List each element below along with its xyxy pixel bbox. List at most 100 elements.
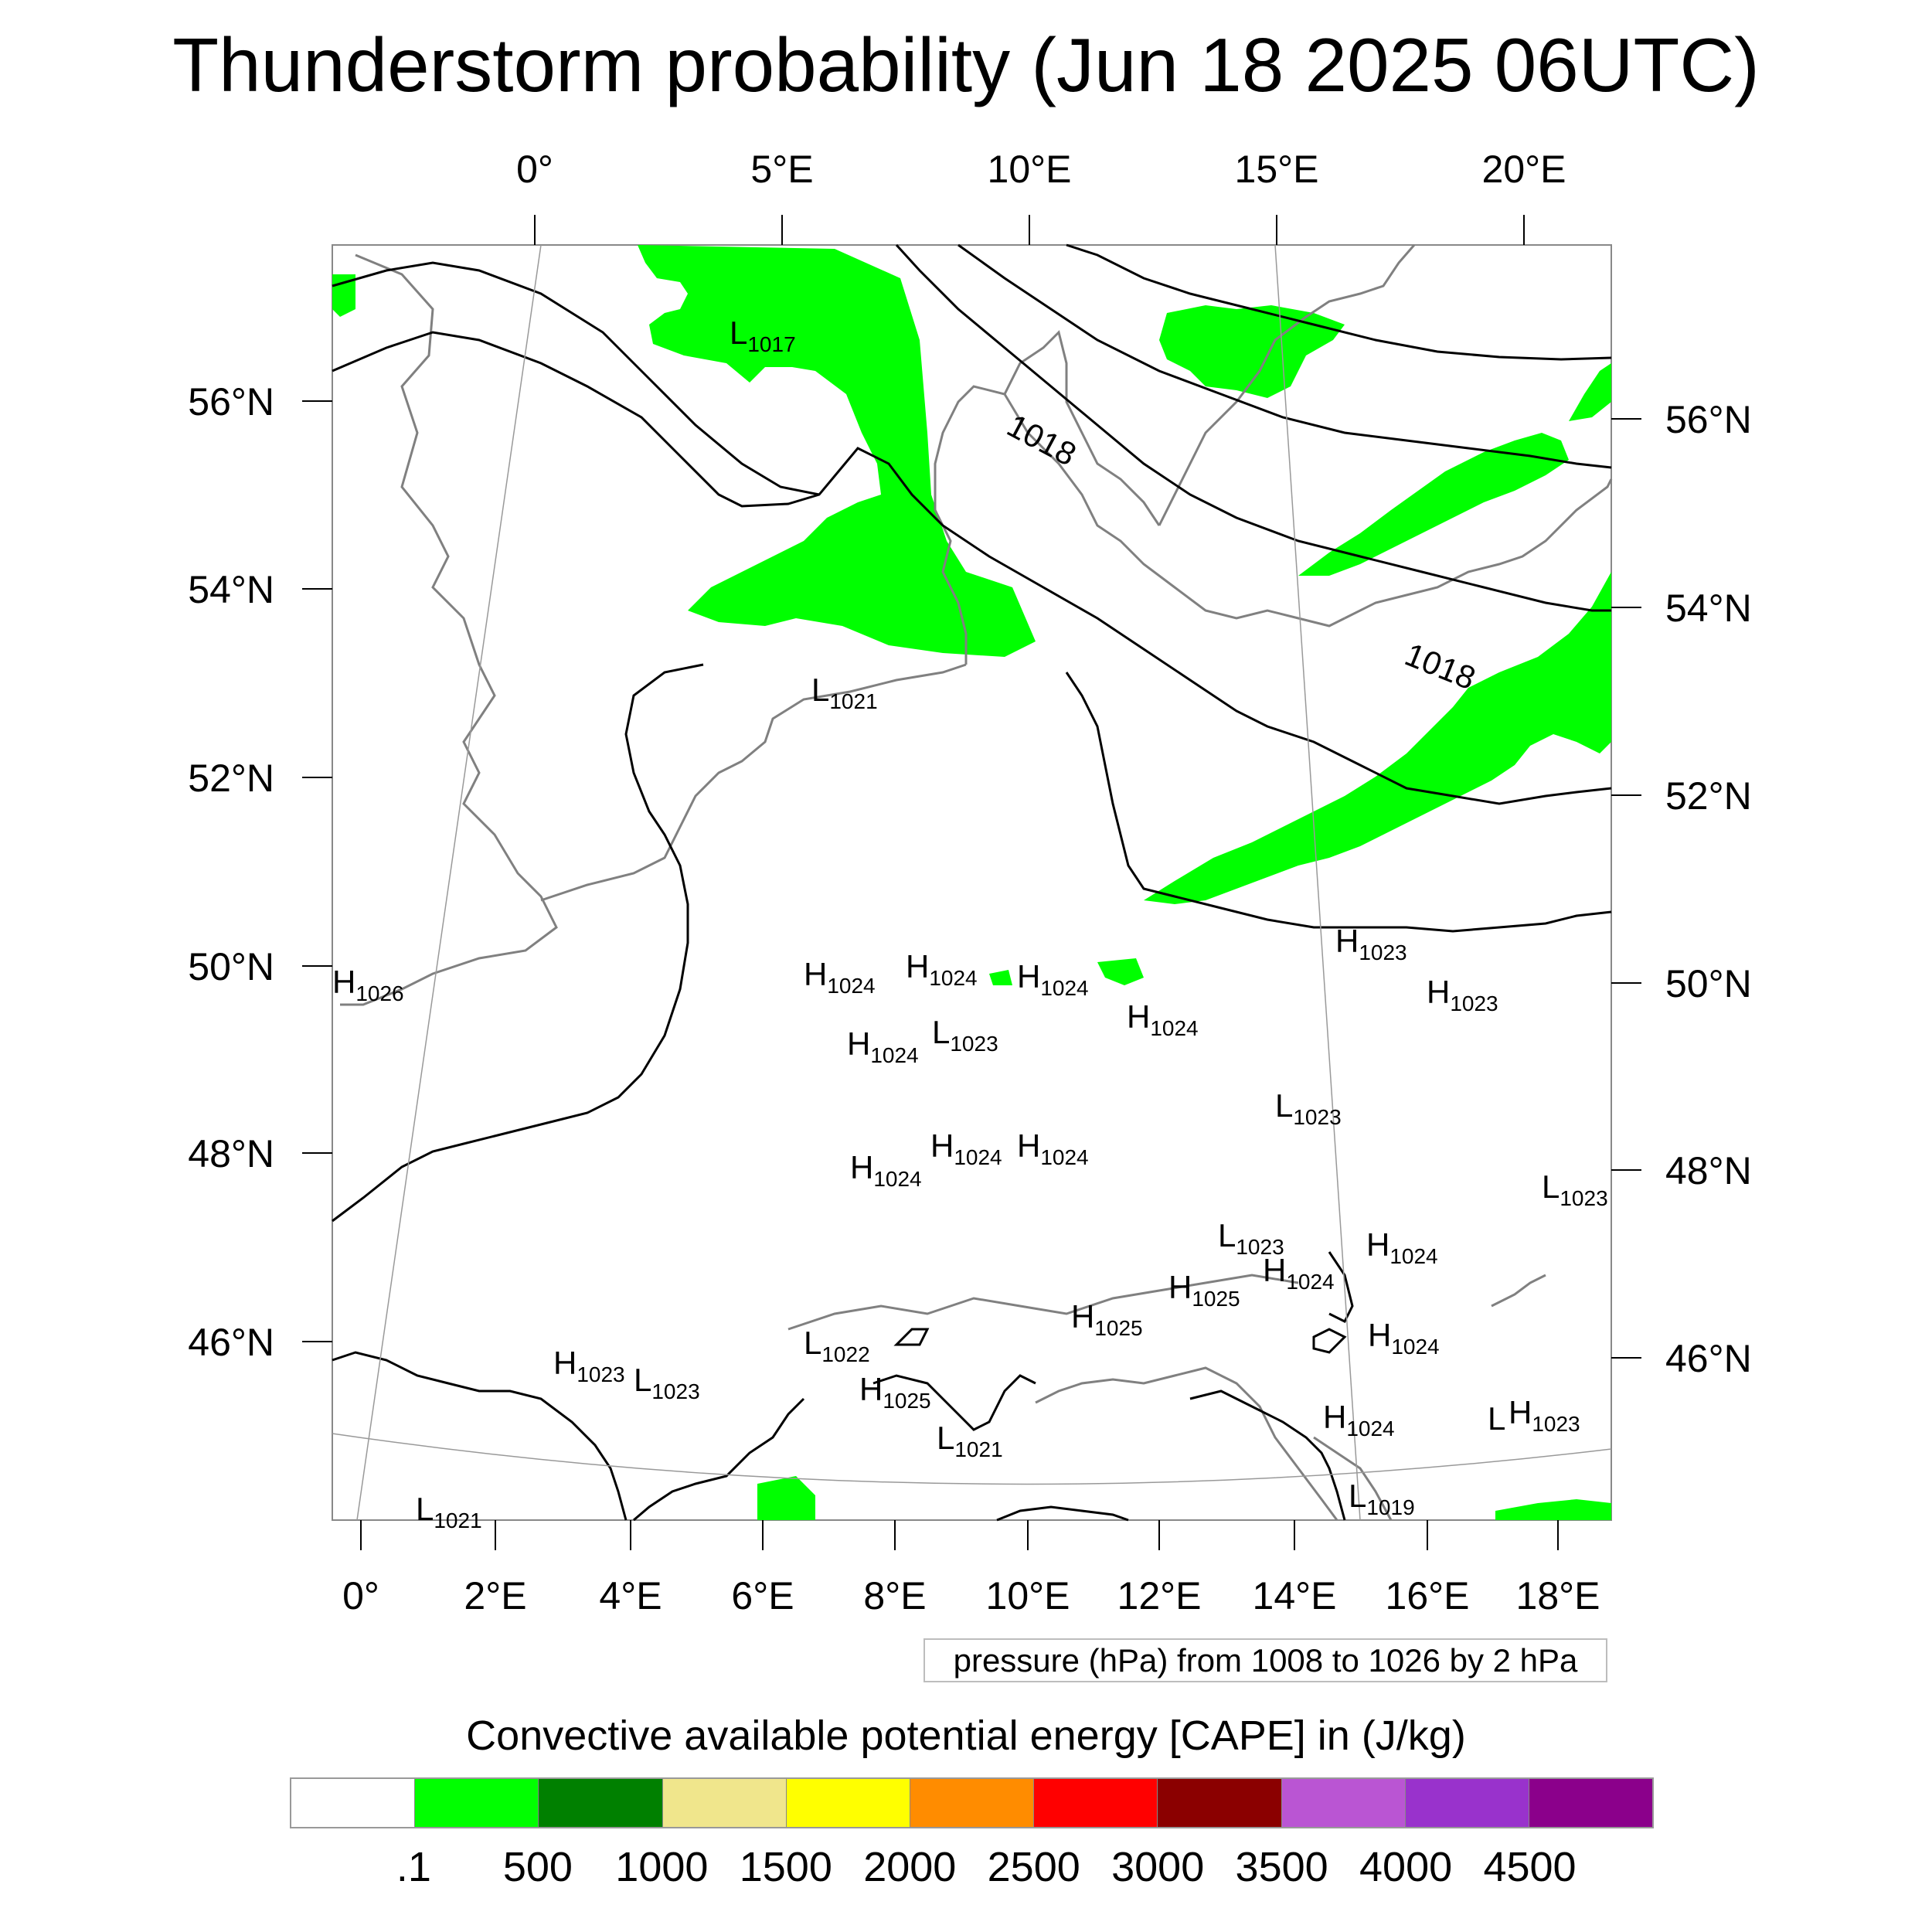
right-lat-label: 50°N <box>1665 962 1752 1005</box>
pressure-contour-note: pressure (hPa) from 1008 to 1026 by 2 hP… <box>923 1638 1607 1682</box>
colorbar-swatch <box>662 1779 787 1827</box>
right-lat-label: 46°N <box>1665 1337 1752 1380</box>
pressure-center-label: H1024 <box>847 1026 919 1067</box>
map-title: Thunderstorm probability (Jun 18 2025 06… <box>172 22 1760 107</box>
pressure-center-label: L <box>1488 1400 1505 1437</box>
pressure-center-label: H1023 <box>1509 1394 1580 1436</box>
colorbar-tick-label: .1 <box>396 1844 431 1890</box>
plot-frame <box>332 244 1612 1521</box>
tick-labels: 0° 5°E 10°E 15°E 20°E 0° 2°E 4°E 6°E 8°E… <box>188 148 1751 1617</box>
pressure-center-label: H1024 <box>1017 958 1089 1000</box>
pressure-center-label: L1017 <box>730 315 796 356</box>
colorbar-tick-label: 3000 <box>1111 1844 1205 1890</box>
left-lat-label: 50°N <box>188 945 274 988</box>
cape-area-alps-dots <box>1097 958 1144 985</box>
coast-denmark <box>1003 330 1161 526</box>
isobar-9 <box>633 1397 805 1522</box>
colorbar-title: Convective available potential energy [C… <box>466 1713 1466 1759</box>
bottom-lon-label: 0° <box>342 1574 379 1617</box>
coast-france-north <box>540 663 967 902</box>
coast-adriatic <box>1313 1436 1393 1521</box>
bottom-lon-label: 10°E <box>986 1574 1070 1617</box>
pressure-center-label: H1025 <box>1168 1269 1240 1311</box>
bottom-lon-label: 2°E <box>464 1574 526 1617</box>
pressure-center-label: H1023 <box>553 1345 625 1386</box>
isobar-15 <box>1189 1389 1346 1521</box>
isobar-14 <box>1328 1251 1354 1324</box>
bottom-lon-label: 4°E <box>599 1574 662 1617</box>
isobar-4 <box>957 243 1612 469</box>
colorbar-swatch <box>1281 1779 1406 1827</box>
cape-area-north-sea <box>638 245 1036 657</box>
pressure-center-label: L1019 <box>1349 1478 1415 1519</box>
pressure-center-label: H1026 <box>332 964 404 1005</box>
bottom-lon-label: 18°E <box>1516 1574 1600 1617</box>
bottom-lon-label: 12°E <box>1117 1574 1202 1617</box>
pressure-center-label: H1024 <box>804 956 876 998</box>
colorbar-tick-label: 1000 <box>615 1844 709 1890</box>
border-alps <box>787 1274 1299 1331</box>
pressure-center-label: L1023 <box>932 1014 998 1056</box>
pressure-center-label: H1023 <box>1335 923 1407 964</box>
pressure-centers: L1017 L1021 H1026 H1024 H1024 H1024 H102… <box>332 315 1608 1532</box>
coast-sweden <box>1158 244 1416 526</box>
pressure-center-label: H1024 <box>850 1149 922 1191</box>
pressure-center-label: L1022 <box>804 1325 870 1366</box>
bottom-lon-label: 6°E <box>731 1574 794 1617</box>
colorbar <box>290 1777 1654 1828</box>
colorbar-swatch <box>1158 1779 1282 1827</box>
colorbar-tick-label: 2500 <box>987 1844 1080 1890</box>
bottom-lon-label: 8°E <box>863 1574 926 1617</box>
pressure-center-label: H1024 <box>1017 1128 1089 1169</box>
colorbar-swatch <box>415 1779 539 1827</box>
cape-area-poland-band <box>1144 572 1611 904</box>
right-lat-label: 54°N <box>1665 587 1752 630</box>
isobar-8 <box>332 1351 628 1521</box>
cape-area-baltic <box>1298 433 1569 576</box>
colorbar-swatch <box>539 1779 663 1827</box>
isobar-13 <box>1312 1328 1347 1354</box>
cape-area-baltic-east <box>1569 363 1611 421</box>
colorbar-tick-label: 500 <box>502 1844 573 1890</box>
isobar-3 <box>895 243 1611 612</box>
isobar-5 <box>1066 243 1612 361</box>
isobar-1 <box>332 331 1612 805</box>
coast-netherlands-germany <box>934 385 1345 665</box>
isobar-7 <box>1065 672 1612 933</box>
colorbar-swatch <box>786 1779 910 1827</box>
meridian-0 <box>356 244 542 1521</box>
isobar-10 <box>996 1505 1129 1522</box>
top-lon-label: 0° <box>516 148 553 191</box>
pressure-center-label: H1024 <box>930 1128 1002 1169</box>
pressure-center-label: L1021 <box>416 1491 482 1532</box>
cape-area-adriatic <box>1495 1499 1611 1520</box>
colorbar-swatch <box>291 1779 416 1827</box>
left-lat-label: 46°N <box>188 1321 274 1364</box>
colorbar-tick-label: 2000 <box>863 1844 957 1890</box>
colorbar-swatch <box>910 1779 1035 1827</box>
parallel-45n <box>332 1433 1612 1485</box>
top-lon-label: 15°E <box>1235 148 1319 191</box>
pressure-center-label: H1024 <box>1368 1317 1440 1359</box>
colorbar-swatch <box>1405 1779 1529 1827</box>
coast-italy <box>1035 1366 1338 1521</box>
colorbar-tick-label: 4500 <box>1483 1844 1577 1890</box>
left-lat-label: 48°N <box>188 1132 274 1175</box>
right-lat-label: 56°N <box>1665 398 1752 441</box>
right-lat-label: 48°N <box>1665 1149 1752 1192</box>
pressure-center-label: L1021 <box>937 1420 1003 1461</box>
meridian-15e <box>1274 244 1361 1521</box>
bottom-lon-label: 14°E <box>1253 1574 1337 1617</box>
pressure-center-label: H1024 <box>906 948 978 990</box>
isobar-12 <box>893 1328 930 1346</box>
right-lat-label: 52°N <box>1665 774 1752 818</box>
left-lat-label: 56°N <box>188 380 274 423</box>
isobars <box>332 243 1612 1522</box>
pressure-center-label: H1024 <box>1366 1226 1438 1268</box>
colorbar-tick-label: 4000 <box>1359 1844 1453 1890</box>
pressure-center-label: H1024 <box>1263 1252 1335 1294</box>
colorbar-tick-label: 3500 <box>1235 1844 1328 1890</box>
isobar-2 <box>332 261 820 496</box>
pressure-center-label: L1023 <box>1542 1168 1608 1210</box>
